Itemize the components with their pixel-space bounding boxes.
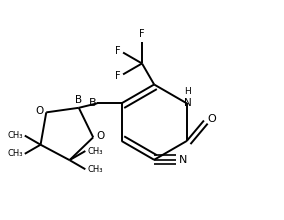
Text: F: F (115, 71, 121, 81)
Text: F: F (139, 29, 145, 39)
Text: CH₃: CH₃ (87, 147, 103, 156)
Text: O: O (96, 131, 104, 141)
Text: CH₃: CH₃ (7, 131, 23, 140)
Text: B: B (88, 98, 96, 108)
Text: B: B (75, 95, 82, 105)
Text: F: F (115, 46, 121, 56)
Text: N: N (179, 155, 187, 165)
Text: CH₃: CH₃ (7, 149, 23, 158)
Text: H: H (185, 86, 191, 95)
Text: CH₃: CH₃ (87, 165, 103, 174)
Text: N: N (184, 98, 192, 108)
Text: O: O (35, 106, 43, 116)
Text: O: O (208, 114, 216, 124)
